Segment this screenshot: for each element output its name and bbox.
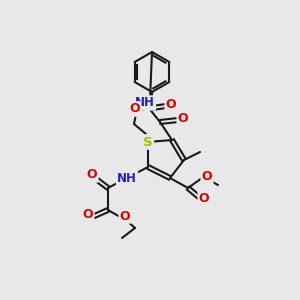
Text: O: O	[83, 208, 93, 220]
Text: NH: NH	[135, 97, 155, 110]
Text: O: O	[87, 169, 97, 182]
Text: O: O	[202, 170, 212, 184]
Text: O: O	[120, 209, 130, 223]
Text: O: O	[166, 98, 176, 112]
Text: O: O	[178, 112, 188, 125]
Text: S: S	[143, 136, 153, 148]
Text: O: O	[199, 193, 209, 206]
Text: NH: NH	[117, 172, 137, 184]
Text: O: O	[130, 103, 140, 116]
